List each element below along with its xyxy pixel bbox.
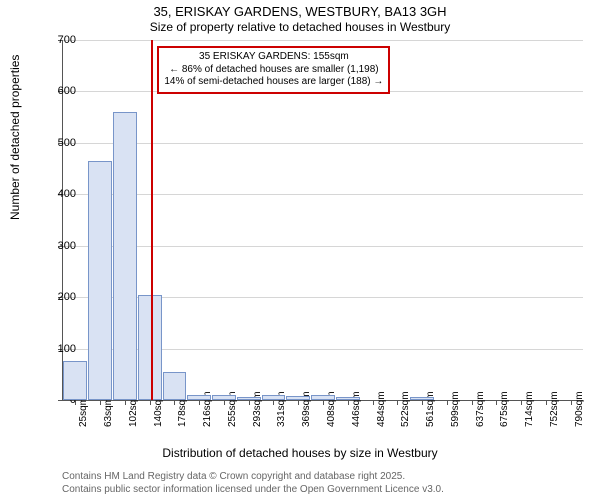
histogram-bar bbox=[237, 397, 261, 400]
y-axis-label: Number of detached properties bbox=[8, 55, 22, 220]
xtick-mark bbox=[273, 400, 274, 405]
annotation-line: 35 ERISKAY GARDENS: 155sqm bbox=[164, 51, 383, 64]
gridline bbox=[63, 246, 583, 247]
annotation-line: ← 86% of detached houses are smaller (1,… bbox=[164, 64, 383, 77]
chart-subtitle: Size of property relative to detached ho… bbox=[0, 20, 600, 34]
xtick-mark bbox=[571, 400, 572, 405]
histogram-bar bbox=[311, 395, 335, 400]
xtick-mark bbox=[224, 400, 225, 405]
histogram-bar bbox=[63, 361, 87, 400]
xtick-mark bbox=[174, 400, 175, 405]
xtick-mark bbox=[397, 400, 398, 405]
xtick-mark bbox=[125, 400, 126, 405]
xtick-label: 63sqm bbox=[103, 397, 114, 427]
xtick-mark bbox=[323, 400, 324, 405]
xtick-mark bbox=[150, 400, 151, 405]
annotation-box: 35 ERISKAY GARDENS: 155sqm← 86% of detac… bbox=[157, 46, 390, 94]
histogram-bar bbox=[163, 372, 187, 400]
ytick-label: 700 bbox=[58, 34, 76, 46]
xtick-mark bbox=[521, 400, 522, 405]
chart-container: 35, ERISKAY GARDENS, WESTBURY, BA13 3GH … bbox=[0, 0, 600, 500]
xtick-mark bbox=[348, 400, 349, 405]
gridline bbox=[63, 40, 583, 41]
histogram-bar bbox=[286, 396, 310, 400]
gridline bbox=[63, 194, 583, 195]
xtick-mark bbox=[249, 400, 250, 405]
ytick-label: 400 bbox=[58, 188, 76, 200]
footer-text: Contains HM Land Registry data © Crown c… bbox=[62, 471, 444, 496]
xtick-mark bbox=[100, 400, 101, 405]
histogram-bar bbox=[262, 395, 286, 400]
plot-area: 25sqm63sqm102sqm140sqm178sqm216sqm255sqm… bbox=[62, 40, 583, 401]
xtick-mark bbox=[472, 400, 473, 405]
histogram-bar bbox=[138, 295, 162, 400]
xtick-mark bbox=[496, 400, 497, 405]
xtick-label: 637sqm bbox=[475, 391, 486, 427]
histogram-bar bbox=[187, 395, 211, 400]
ytick-label: 200 bbox=[58, 291, 76, 303]
xtick-label: 484sqm bbox=[376, 391, 387, 427]
ytick-label: 100 bbox=[58, 343, 76, 355]
ytick-label: 300 bbox=[58, 240, 76, 252]
footer-line1: Contains HM Land Registry data © Crown c… bbox=[62, 471, 444, 484]
chart-title: 35, ERISKAY GARDENS, WESTBURY, BA13 3GH bbox=[0, 4, 600, 19]
xtick-label: 675sqm bbox=[499, 391, 510, 427]
histogram-bar bbox=[212, 395, 236, 400]
ytick-mark bbox=[58, 400, 63, 401]
xtick-mark bbox=[422, 400, 423, 405]
xtick-label: 790sqm bbox=[574, 391, 585, 427]
xtick-label: 599sqm bbox=[450, 391, 461, 427]
histogram-bar bbox=[113, 112, 137, 400]
annotation-line: 14% of semi-detached houses are larger (… bbox=[164, 76, 383, 89]
xtick-label: 714sqm bbox=[524, 391, 535, 427]
histogram-bar bbox=[88, 161, 112, 400]
ytick-label: 500 bbox=[58, 137, 76, 149]
xtick-mark bbox=[447, 400, 448, 405]
x-axis-label: Distribution of detached houses by size … bbox=[0, 446, 600, 460]
xtick-label: 25sqm bbox=[78, 397, 89, 427]
gridline bbox=[63, 143, 583, 144]
xtick-mark bbox=[298, 400, 299, 405]
xtick-mark bbox=[199, 400, 200, 405]
histogram-bar bbox=[336, 397, 360, 400]
footer-line2: Contains public sector information licen… bbox=[62, 484, 444, 497]
xtick-mark bbox=[373, 400, 374, 405]
xtick-mark bbox=[546, 400, 547, 405]
marker-line bbox=[151, 40, 153, 400]
histogram-bar bbox=[410, 397, 434, 400]
xtick-label: 752sqm bbox=[549, 391, 560, 427]
ytick-label: 600 bbox=[58, 85, 76, 97]
